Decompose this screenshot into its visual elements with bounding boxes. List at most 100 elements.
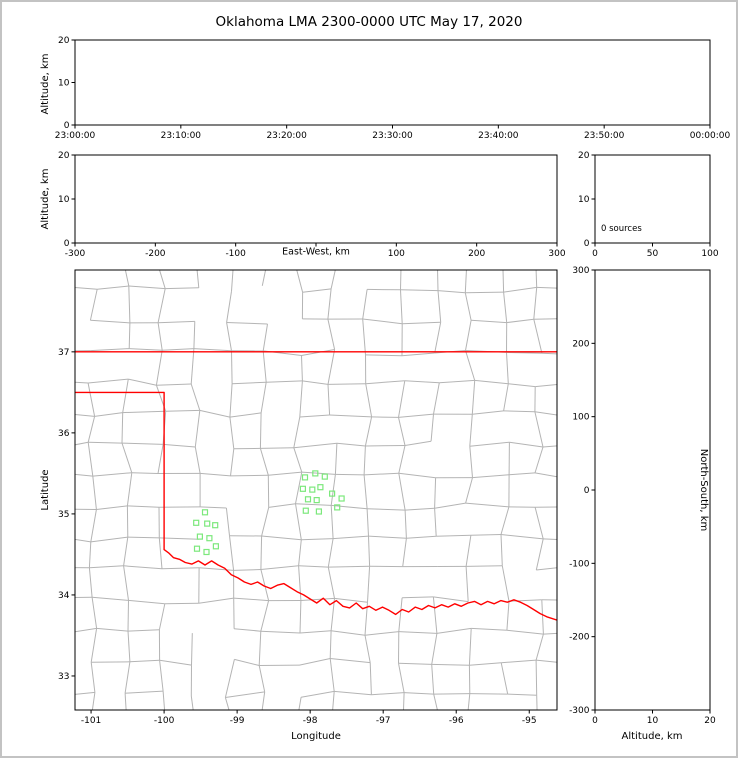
ew-height-xlabel: East-West, km	[282, 246, 350, 258]
x-tick-label: 23:00:00	[55, 131, 96, 141]
station-marker	[301, 474, 309, 481]
station-marker	[212, 522, 219, 529]
station-marker	[312, 470, 319, 477]
x-ticks: 23:00:00 23:10:00 23:20:00 23:30:00 23:40:00…	[55, 125, 731, 141]
y-tick-label: 20	[58, 36, 70, 46]
station-marker	[309, 486, 316, 493]
x-tick-label: -100	[225, 249, 246, 259]
panel-time-height: 23:00:00 23:10:00 23:20:00 23:30:00 23:40:00…	[55, 36, 731, 141]
station-marker	[204, 520, 211, 527]
county-lines	[75, 270, 557, 710]
y-tick-label: 0	[64, 121, 70, 131]
y-tick-label: 34	[58, 591, 70, 601]
x-tick-label: 50	[647, 249, 659, 259]
station-marker	[313, 497, 320, 504]
x-tick-label: 00:00:00	[690, 131, 731, 141]
y-ticks: 300 200 100 0 -100 -200 -300	[569, 266, 595, 716]
ew-height-ylabel: Altitude, km	[40, 168, 51, 230]
ns-height-xlabel: Altitude, km	[621, 731, 683, 742]
station-marker	[338, 495, 345, 502]
station-marker	[321, 473, 328, 480]
y-ticks: 0 10 20	[578, 151, 595, 249]
panel-alt-histogram: 0 50 100 0 10 20	[578, 151, 719, 259]
x-tick-label: 0	[592, 249, 598, 259]
panel-ns-height: 0 10 20 300 200 100 0 -100 -200 -300	[569, 266, 716, 726]
station-marker	[201, 509, 209, 516]
x-tick-label: -95	[522, 716, 537, 726]
station-marker	[299, 485, 306, 492]
x-tick-label: 100	[388, 249, 405, 259]
station-marker	[334, 504, 341, 511]
y-tick-label: 20	[58, 151, 70, 161]
x-tick-label: 100	[701, 249, 718, 259]
x-ticks: -101 -100 -99 -98 -97 -96 -95	[81, 710, 537, 726]
x-tick-label: 20	[704, 716, 716, 726]
ns-height-ylabel: North-South, km	[698, 448, 709, 532]
station-marker	[193, 519, 200, 526]
y-tick-label: 100	[572, 413, 589, 423]
x-tick-label: 0	[592, 716, 598, 726]
y-tick-label: 10	[58, 79, 70, 89]
y-tick-label: -200	[569, 633, 590, 643]
time-height-ylabel: Altitude, km	[40, 53, 51, 115]
station-marker	[329, 490, 336, 497]
x-tick-label: -97	[376, 716, 391, 726]
y-tick-label: 0	[584, 486, 590, 496]
station-marker	[206, 535, 213, 542]
map-content	[75, 270, 557, 710]
x-tick-label: 23:30:00	[372, 131, 413, 141]
station-marker	[196, 533, 203, 540]
x-tick-label: 23:40:00	[478, 131, 519, 141]
panel-ew-height: -300 -200 -100 100 200 300 0 10 20	[58, 151, 566, 259]
x-tick-label: -100	[154, 716, 175, 726]
y-tick-label: 0	[584, 239, 590, 249]
axes-frame	[594, 269, 711, 711]
plan-view-ylabel: Latitude	[40, 469, 51, 511]
x-tick-label: 23:10:00	[161, 131, 202, 141]
y-tick-label: 10	[58, 195, 70, 205]
y-tick-label: 36	[58, 429, 70, 439]
y-ticks: 33 34 35 36 37	[58, 348, 75, 682]
station-marker	[304, 496, 312, 503]
x-tick-label: -300	[65, 249, 86, 259]
y-tick-label: 20	[578, 151, 590, 161]
y-tick-label: 33	[58, 672, 69, 682]
station-markers	[193, 470, 345, 556]
y-tick-label: 200	[572, 339, 589, 349]
station-marker	[203, 548, 210, 556]
axes-frame	[74, 39, 711, 126]
figure-title: Oklahoma LMA 2300-0000 UTC May 17, 2020	[215, 14, 523, 30]
y-tick-label: 10	[578, 195, 590, 205]
x-tick-label: 200	[468, 249, 485, 259]
x-ticks: 0 50 100	[592, 243, 719, 259]
x-tick-label: -96	[449, 716, 464, 726]
x-ticks: -300 -200 -100 100 200 300	[65, 243, 566, 259]
x-tick-label: 10	[647, 716, 659, 726]
station-marker	[302, 507, 309, 514]
y-ticks: 0 10 20	[58, 36, 75, 131]
state-border	[75, 351, 557, 621]
x-tick-label: 300	[548, 249, 565, 259]
x-tick-label: -99	[230, 716, 245, 726]
y-ticks: 0 10 20	[58, 151, 75, 249]
plan-view-xlabel: Longitude	[291, 731, 341, 742]
station-marker	[315, 508, 322, 515]
x-tick-label: -101	[81, 716, 101, 726]
y-tick-label: 35	[58, 510, 69, 520]
station-marker	[212, 543, 219, 550]
y-tick-label: -100	[569, 559, 590, 569]
y-tick-label: 0	[64, 239, 70, 249]
panel-plan-view: -101 -100 -99 -98 -97 -96 -95 33 34 35 36 37	[58, 269, 558, 726]
x-tick-label: -200	[145, 249, 166, 259]
y-tick-label: -300	[569, 706, 590, 716]
y-tick-label: 37	[58, 348, 69, 358]
y-tick-label: 300	[572, 266, 589, 276]
x-tick-label: -98	[303, 716, 318, 726]
station-marker	[317, 484, 324, 491]
station-marker	[193, 545, 201, 552]
axes-frame	[74, 269, 558, 711]
x-ticks: 0 10 20	[592, 710, 716, 726]
x-tick-label: 23:20:00	[266, 131, 307, 141]
